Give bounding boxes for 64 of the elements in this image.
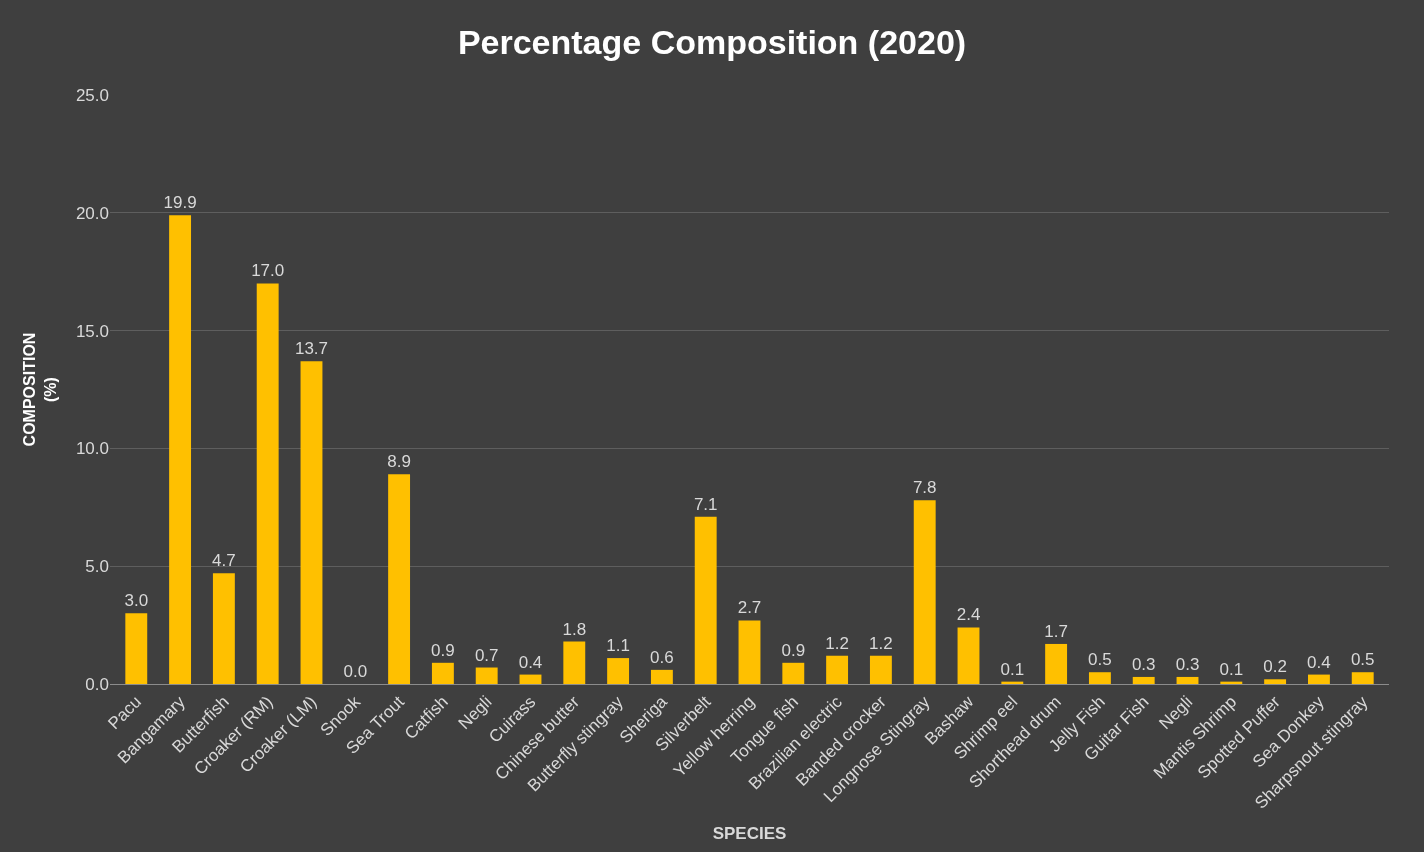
- data-label: 1.2: [825, 633, 849, 653]
- data-label: 2.7: [737, 598, 762, 618]
- bar: [1351, 672, 1374, 684]
- bar: [475, 667, 498, 684]
- data-label: 3.0: [124, 591, 149, 611]
- data-label: 2.4: [956, 605, 981, 625]
- data-label: 0.5: [1350, 650, 1375, 670]
- y-tick-label: 25.0: [75, 85, 109, 105]
- data-label: 7.8: [912, 478, 937, 498]
- data-label: 4.7: [212, 551, 236, 571]
- bar: [738, 620, 761, 684]
- bar: [388, 474, 411, 684]
- data-label: 1.1: [606, 636, 630, 656]
- data-label: 17.0: [251, 261, 285, 281]
- bar: [1045, 643, 1068, 684]
- y-tick-label: 20.0: [75, 203, 109, 223]
- bar: [1176, 676, 1199, 684]
- bar: [1307, 674, 1330, 684]
- data-label: 0.4: [1307, 652, 1331, 672]
- data-label: 13.7: [294, 339, 329, 359]
- data-label: 0.2: [1263, 657, 1287, 677]
- bar: [1132, 676, 1155, 684]
- y-axis-title: COMPOSITION (%): [21, 332, 59, 447]
- data-label: 19.9: [163, 193, 197, 213]
- x-axis-title: SPECIES: [712, 824, 787, 844]
- bar: [169, 215, 192, 684]
- bar: [869, 655, 892, 684]
- bar: [957, 627, 980, 684]
- data-label: 0.6: [650, 647, 674, 667]
- data-label: 8.9: [387, 452, 411, 472]
- bar: [212, 573, 235, 684]
- data-label: 1.8: [562, 619, 587, 639]
- data-label: 7.1: [693, 494, 718, 514]
- bar: [1088, 672, 1111, 684]
- data-label: 1.7: [1044, 621, 1068, 641]
- data-label: 0.3: [1131, 654, 1156, 674]
- y-tick-label: 10.0: [75, 439, 109, 459]
- data-label: 0.9: [431, 640, 455, 660]
- data-label: 1.2: [869, 633, 893, 653]
- bar: [563, 641, 586, 684]
- data-label: 0.0: [343, 662, 368, 681]
- data-label: 0.4: [518, 652, 543, 672]
- data-label: 0.1: [1219, 659, 1244, 679]
- bar: [125, 613, 148, 684]
- bar: [256, 283, 279, 684]
- bar: [431, 662, 454, 684]
- data-label: 0.5: [1088, 650, 1112, 670]
- bar: [519, 674, 542, 684]
- y-tick-label: 0.0: [85, 674, 109, 694]
- data-label: 0.3: [1175, 654, 1200, 674]
- bar: [300, 361, 323, 684]
- data-label: 0.9: [781, 640, 806, 660]
- chart-title: Percentage Composition (2020): [457, 22, 967, 61]
- data-label: 0.7: [474, 645, 499, 665]
- bar: [826, 655, 849, 684]
- bar: [1264, 679, 1287, 684]
- y-tick-label: 5.0: [85, 557, 109, 577]
- data-label: 0.1: [1000, 659, 1025, 679]
- bar: [913, 500, 936, 684]
- bar: [694, 516, 717, 684]
- bar: [782, 662, 805, 684]
- bar: [607, 658, 630, 684]
- y-tick-label: 15.0: [75, 321, 109, 341]
- bar: [650, 669, 673, 684]
